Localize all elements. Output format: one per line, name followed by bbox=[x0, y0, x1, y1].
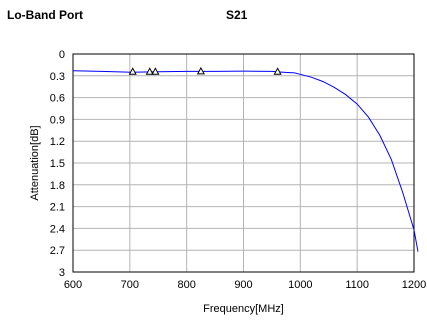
x-tick-label: 1100 bbox=[345, 279, 369, 291]
y-tick-label: 1.2 bbox=[50, 136, 65, 148]
parameter-title: S21 bbox=[226, 8, 248, 22]
x-tick-label: 900 bbox=[234, 279, 252, 291]
y-tick-label: 2.4 bbox=[50, 223, 65, 235]
series-line-s21 bbox=[72, 70, 419, 252]
triangle-marker bbox=[128, 67, 137, 75]
x-tick-label: 1000 bbox=[288, 279, 312, 291]
x-axis-label: Frequency[MHz] bbox=[203, 303, 284, 315]
triangle-marker bbox=[151, 67, 160, 75]
triangle-marker bbox=[273, 67, 282, 75]
y-tick-label: 2.1 bbox=[50, 202, 65, 214]
y-tick-label: 1.8 bbox=[50, 180, 65, 192]
x-tick-label: 1200 bbox=[402, 279, 426, 291]
y-tick-label: 1.5 bbox=[50, 158, 65, 170]
plot-frame bbox=[72, 53, 415, 273]
y-tick-label: 3 bbox=[59, 267, 65, 279]
x-tick-label: 600 bbox=[64, 279, 82, 291]
y-tick-label: 0 bbox=[59, 49, 65, 61]
triangle-marker bbox=[145, 67, 154, 75]
y-tick-label: 0.3 bbox=[50, 71, 65, 83]
x-tick-label: 800 bbox=[177, 279, 195, 291]
y-tick-label: 0.6 bbox=[50, 93, 65, 105]
x-tick-label: 700 bbox=[121, 279, 139, 291]
port-title: Lo-Band Port bbox=[7, 8, 83, 22]
y-tick-label: 2.7 bbox=[50, 245, 65, 257]
y-tick-label: 0.9 bbox=[50, 114, 65, 126]
y-axis-label: Attenuation[dB] bbox=[29, 125, 41, 200]
triangle-marker bbox=[196, 66, 205, 75]
